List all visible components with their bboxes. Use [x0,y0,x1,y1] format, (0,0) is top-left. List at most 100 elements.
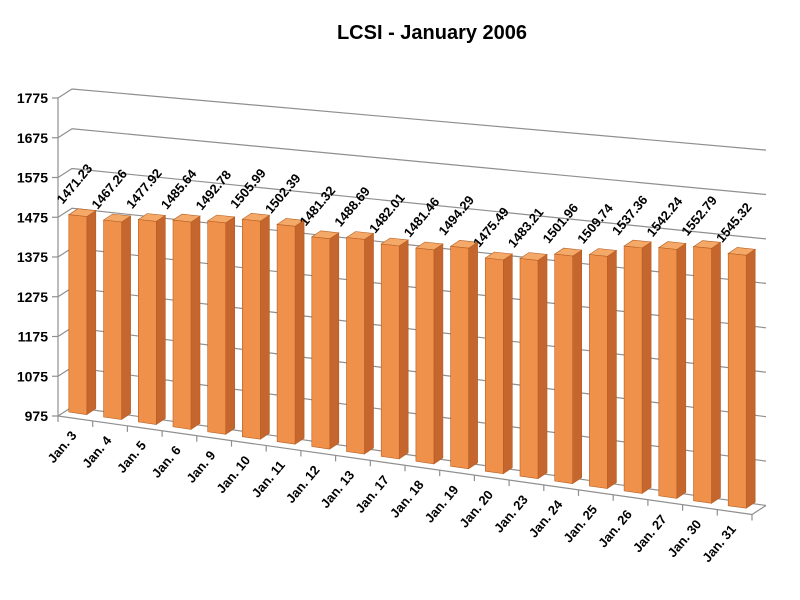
bar-value-label: 1477.92 [123,166,165,212]
bar [415,241,444,465]
category-axis-label: Jan. 30 [664,517,704,560]
bar-side-face [745,248,756,509]
category-axis-label: Jan. 3 [44,428,79,466]
chart-title: LCSI - January 2006 [336,22,528,44]
bar-side-face [329,232,340,450]
bar-value-label: 1494.29 [435,193,477,239]
category-axis-label: Jan. 12 [283,462,323,505]
category-axis-label: Jan. 4 [79,432,115,470]
bar-side-face [607,249,617,490]
bar-value-label: 1492.78 [193,167,235,213]
bar [172,213,201,430]
value-axis-label: 1475 [17,209,48,225]
gridline [57,128,767,196]
bar [345,231,375,455]
bar-front-face [346,237,365,455]
value-axis-label: 1375 [17,249,48,265]
bar-side-face [121,215,131,421]
bar-value-label: 1488.69 [331,184,373,230]
bar-front-face [415,247,435,465]
bar-front-face [589,254,608,489]
bar-front-face [693,246,712,504]
category-axis-label: Jan. 26 [595,507,635,550]
bar [727,247,757,509]
category-axis-label: Jan. 17 [352,472,392,515]
bar-value-label: 1545.32 [713,200,755,246]
bar [276,218,305,445]
bar-value-label: 1481.46 [401,194,443,240]
value-axis-label: 1675 [17,130,48,146]
bar [692,240,722,504]
category-axis-label: Jan. 6 [149,443,184,481]
bar-side-face [433,243,444,465]
bar-side-face [260,214,270,440]
category-axis-label: Jan. 10 [213,453,253,496]
bar-side-face [572,249,583,485]
bar [484,251,514,475]
bar-value-label: 1471.23 [54,161,96,207]
bar-side-face [190,215,201,430]
bar-front-face [311,236,331,450]
bar-side-face [364,232,374,455]
bar-side-face [468,241,478,470]
bar-front-face [138,219,157,425]
bar-front-face [623,245,643,494]
bar-front-face [519,258,539,480]
bar [553,247,583,485]
bar [310,230,340,450]
category-axis-label: Jan. 20 [456,487,496,530]
bar-value-label: 1501.96 [540,200,582,246]
bar-side-face [86,210,97,416]
category-axis-label: Jan. 24 [526,496,566,540]
bar-value-label: 1542.24 [644,193,686,239]
bar-value-label: 1483.21 [505,205,547,251]
bar-front-face [276,224,296,445]
bar-value-label: 1481.32 [297,183,339,229]
value-axis-label: 1775 [17,90,48,106]
bar [67,208,97,416]
bar-side-face [294,219,305,445]
bar-front-face [207,220,226,435]
bar-side-face [502,253,513,475]
bar [623,239,652,494]
bar [137,213,167,426]
bar [241,212,271,440]
bar-front-face [380,243,400,460]
bar-side-face [225,216,235,435]
bar-value-label: 1502.39 [262,171,304,217]
category-axis-label: Jan. 5 [114,438,149,476]
category-axis-label: Jan. 18 [387,477,427,520]
bar [657,241,687,499]
value-axis-label: 1575 [17,170,48,186]
bar-front-face [554,253,574,484]
category-axis-label: Jan. 9 [183,448,218,486]
bar-front-face [727,253,747,509]
bar-side-face [711,241,721,504]
bar [588,248,618,490]
value-axis-label: 975 [25,408,49,424]
bar-front-face [484,257,504,475]
bar-front-face [658,247,678,499]
bar-side-face [537,253,548,480]
bar-side-face [676,242,687,499]
bar [449,239,479,470]
value-axis-label: 1075 [17,368,48,384]
bar-front-face [242,218,261,440]
category-axis-label: Jan. 19 [422,482,462,525]
value-axis-label: 1175 [18,329,49,345]
bar-value-label: 1467.26 [88,166,130,212]
bar-front-face [103,219,122,420]
category-axis-label: Jan. 27 [630,512,670,555]
floor-right-edge [751,504,767,516]
category-axis-label: Jan. 25 [560,502,600,545]
gridline [57,88,767,151]
bar-front-face [172,219,192,430]
category-axis-label: Jan. 31 [699,522,739,565]
bar-side-face [641,241,652,494]
bar [206,214,236,435]
floor-front-edge [57,415,753,516]
bar [380,237,410,460]
value-axis-label: 1275 [17,289,48,305]
